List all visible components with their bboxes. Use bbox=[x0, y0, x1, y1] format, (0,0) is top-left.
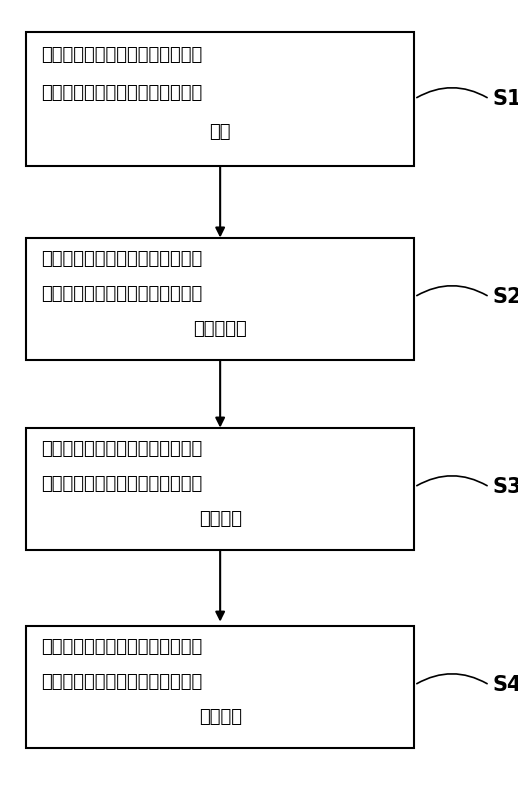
Text: 执行时间: 执行时间 bbox=[198, 510, 242, 528]
Text: 组合，并将所述订单组合下发至所: 组合，并将所述订单组合下发至所 bbox=[41, 672, 203, 691]
Bar bbox=[26, 626, 414, 748]
Text: 器人完成每一所述订单组合所需的: 器人完成每一所述订单组合所需的 bbox=[41, 474, 203, 493]
FancyArrowPatch shape bbox=[417, 674, 487, 683]
Text: 成的订单集: 成的订单集 bbox=[193, 320, 247, 338]
Text: 任意组合所述合集中的一个或多个: 任意组合所述合集中的一个或多个 bbox=[41, 249, 203, 268]
Text: 所述订单，得到由多个订单组合构: 所述订单，得到由多个订单组合构 bbox=[41, 284, 203, 303]
FancyArrowPatch shape bbox=[417, 476, 487, 485]
Text: 可由所述机器人执行的所有订单的: 可由所述机器人执行的所有订单的 bbox=[41, 84, 203, 102]
Text: S3: S3 bbox=[492, 477, 518, 497]
Text: S1: S1 bbox=[492, 89, 518, 109]
Text: 在所述订单集中，分别计算所述机: 在所述订单集中，分别计算所述机 bbox=[41, 440, 203, 458]
FancyArrowPatch shape bbox=[417, 286, 487, 295]
FancyArrowPatch shape bbox=[417, 88, 487, 97]
Text: 在向机器人下发拣货任务前，获取: 在向机器人下发拣货任务前，获取 bbox=[41, 46, 203, 64]
Text: S2: S2 bbox=[492, 287, 518, 307]
Text: 述机器人: 述机器人 bbox=[198, 708, 242, 726]
Bar bbox=[26, 428, 414, 550]
Text: 确定所述执行时间最短的所述订单: 确定所述执行时间最短的所述订单 bbox=[41, 638, 203, 656]
Bar bbox=[26, 32, 414, 166]
Text: 合集: 合集 bbox=[209, 123, 231, 141]
Text: S4: S4 bbox=[492, 675, 518, 695]
Bar bbox=[26, 238, 414, 360]
